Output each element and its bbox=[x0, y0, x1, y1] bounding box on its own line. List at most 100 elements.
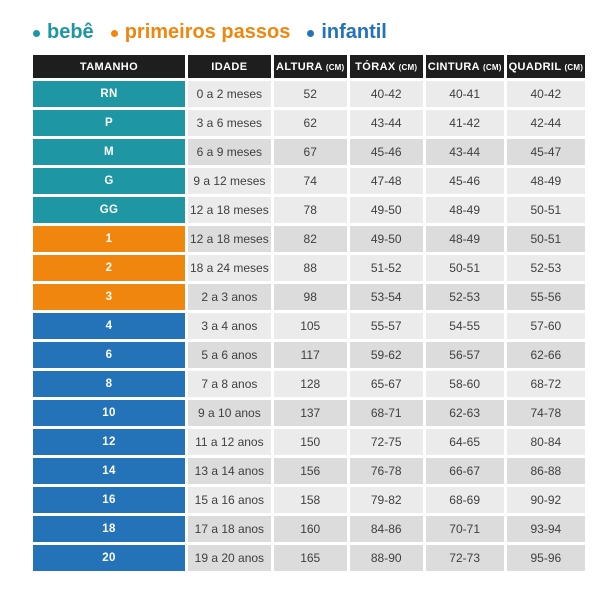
chest-cell: 59-62 bbox=[349, 342, 423, 368]
height-cell: 156 bbox=[273, 458, 347, 484]
table-row: GG 12 a 18 meses 78 49-50 48-49 50-51 bbox=[33, 197, 586, 223]
age-cell: 15 a 16 anos bbox=[188, 487, 271, 513]
legend-label: primeiros passos bbox=[124, 21, 291, 43]
table-row: 12 11 a 12 anos 150 72-75 64-65 80-84 bbox=[33, 429, 586, 455]
column-label: CINTURA bbox=[427, 60, 481, 73]
chest-cell: 84-86 bbox=[349, 516, 423, 542]
table-row: 18 17 a 18 anos 160 84-86 70-71 93-94 bbox=[33, 516, 586, 542]
chest-cell: 68-71 bbox=[349, 400, 423, 426]
hip-cell: 86-88 bbox=[506, 458, 586, 484]
chest-cell: 47-48 bbox=[349, 168, 423, 194]
height-cell: 117 bbox=[273, 342, 347, 368]
table-row: 10 9 a 10 anos 137 68-71 62-63 74-78 bbox=[33, 400, 586, 426]
height-cell: 67 bbox=[273, 139, 347, 165]
hip-cell: 50-51 bbox=[506, 197, 586, 223]
column-label: IDADE bbox=[211, 60, 248, 73]
size-cell: 14 bbox=[33, 458, 185, 484]
size-cell: G bbox=[33, 168, 185, 194]
bullet-icon bbox=[307, 30, 315, 37]
column-unit-label: (CM) bbox=[483, 62, 502, 72]
waist-cell: 56-57 bbox=[425, 342, 504, 368]
column-label: TÓRAX bbox=[355, 60, 396, 73]
table-row: 16 15 a 16 anos 158 79-82 68-69 90-92 bbox=[33, 487, 586, 513]
age-cell: 3 a 4 anos bbox=[188, 313, 271, 339]
chest-cell: 43-44 bbox=[349, 110, 423, 136]
size-cell: 12 bbox=[33, 429, 185, 455]
height-cell: 78 bbox=[273, 197, 347, 223]
table-row: 20 19 a 20 anos 165 88-90 72-73 95-96 bbox=[33, 545, 586, 571]
column-unit-label: (CM) bbox=[325, 62, 345, 72]
size-table: TAMANHO IDADE ALTURA (CM) TÓRAX (CM) CINTURA (C… bbox=[30, 52, 588, 574]
waist-cell: 70-71 bbox=[425, 516, 504, 542]
column-label: TAMANHO bbox=[79, 60, 139, 73]
chest-cell: 45-46 bbox=[349, 139, 423, 165]
waist-cell: 58-60 bbox=[425, 371, 504, 397]
height-cell: 74 bbox=[273, 168, 347, 194]
hip-cell: 40-42 bbox=[506, 81, 586, 107]
legend-item-primeiros-passos: primeiros passos bbox=[110, 21, 291, 44]
age-cell: 6 a 9 meses bbox=[188, 139, 271, 165]
chest-cell: 79-82 bbox=[349, 487, 423, 513]
bullet-icon bbox=[110, 30, 118, 37]
age-cell: 17 a 18 anos bbox=[188, 516, 271, 542]
waist-cell: 48-49 bbox=[425, 226, 504, 252]
chest-cell: 65-67 bbox=[349, 371, 423, 397]
age-cell: 19 a 20 anos bbox=[188, 545, 271, 571]
waist-cell: 48-49 bbox=[425, 197, 504, 223]
chest-cell: 51-52 bbox=[349, 255, 423, 281]
chest-cell: 88-90 bbox=[349, 545, 423, 571]
size-cell: 16 bbox=[33, 487, 185, 513]
height-cell: 137 bbox=[273, 400, 347, 426]
size-cell: 6 bbox=[33, 342, 185, 368]
height-cell: 128 bbox=[273, 371, 347, 397]
waist-cell: 62-63 bbox=[425, 400, 504, 426]
waist-cell: 64-65 bbox=[425, 429, 504, 455]
age-cell: 9 a 10 anos bbox=[188, 400, 271, 426]
age-cell: 11 a 12 anos bbox=[188, 429, 271, 455]
hip-cell: 57-60 bbox=[506, 313, 586, 339]
hip-cell: 42-44 bbox=[506, 110, 586, 136]
chest-cell: 49-50 bbox=[349, 226, 423, 252]
hip-cell: 62-66 bbox=[506, 342, 586, 368]
legend-item-infantil: infantil bbox=[307, 21, 387, 44]
waist-cell: 54-55 bbox=[425, 313, 504, 339]
hip-cell: 50-51 bbox=[506, 226, 586, 252]
age-cell: 0 a 2 meses bbox=[188, 81, 271, 107]
age-cell: 9 a 12 meses bbox=[188, 168, 271, 194]
waist-cell: 50-51 bbox=[425, 255, 504, 281]
age-cell: 12 a 18 meses bbox=[188, 226, 271, 252]
hip-cell: 45-47 bbox=[506, 139, 586, 165]
chest-cell: 72-75 bbox=[349, 429, 423, 455]
hip-cell: 90-92 bbox=[506, 487, 586, 513]
height-cell: 160 bbox=[273, 516, 347, 542]
column-unit-label: (CM) bbox=[398, 62, 418, 72]
column-header-idade: IDADE bbox=[188, 55, 271, 78]
age-cell: 13 a 14 anos bbox=[188, 458, 271, 484]
chest-cell: 53-54 bbox=[349, 284, 423, 310]
bullet-icon bbox=[33, 30, 40, 37]
column-unit-label: (CM) bbox=[564, 62, 584, 72]
height-cell: 88 bbox=[273, 255, 347, 281]
chest-cell: 76-78 bbox=[349, 458, 423, 484]
hip-cell: 93-94 bbox=[506, 516, 586, 542]
hip-cell: 74-78 bbox=[506, 400, 586, 426]
size-cell: 10 bbox=[33, 400, 185, 426]
size-cell: M bbox=[33, 139, 185, 165]
table-row: 2 18 a 24 meses 88 51-52 50-51 52-53 bbox=[33, 255, 586, 281]
size-cell: 20 bbox=[33, 545, 185, 571]
age-cell: 5 a 6 anos bbox=[188, 342, 271, 368]
age-cell: 7 a 8 anos bbox=[188, 371, 271, 397]
age-cell: 18 a 24 meses bbox=[188, 255, 271, 281]
size-cell: 4 bbox=[33, 313, 185, 339]
height-cell: 52 bbox=[273, 81, 347, 107]
waist-cell: 52-53 bbox=[425, 284, 504, 310]
column-header-quadril: QUADRIL (CM) bbox=[506, 55, 586, 78]
size-cell: 8 bbox=[33, 371, 185, 397]
